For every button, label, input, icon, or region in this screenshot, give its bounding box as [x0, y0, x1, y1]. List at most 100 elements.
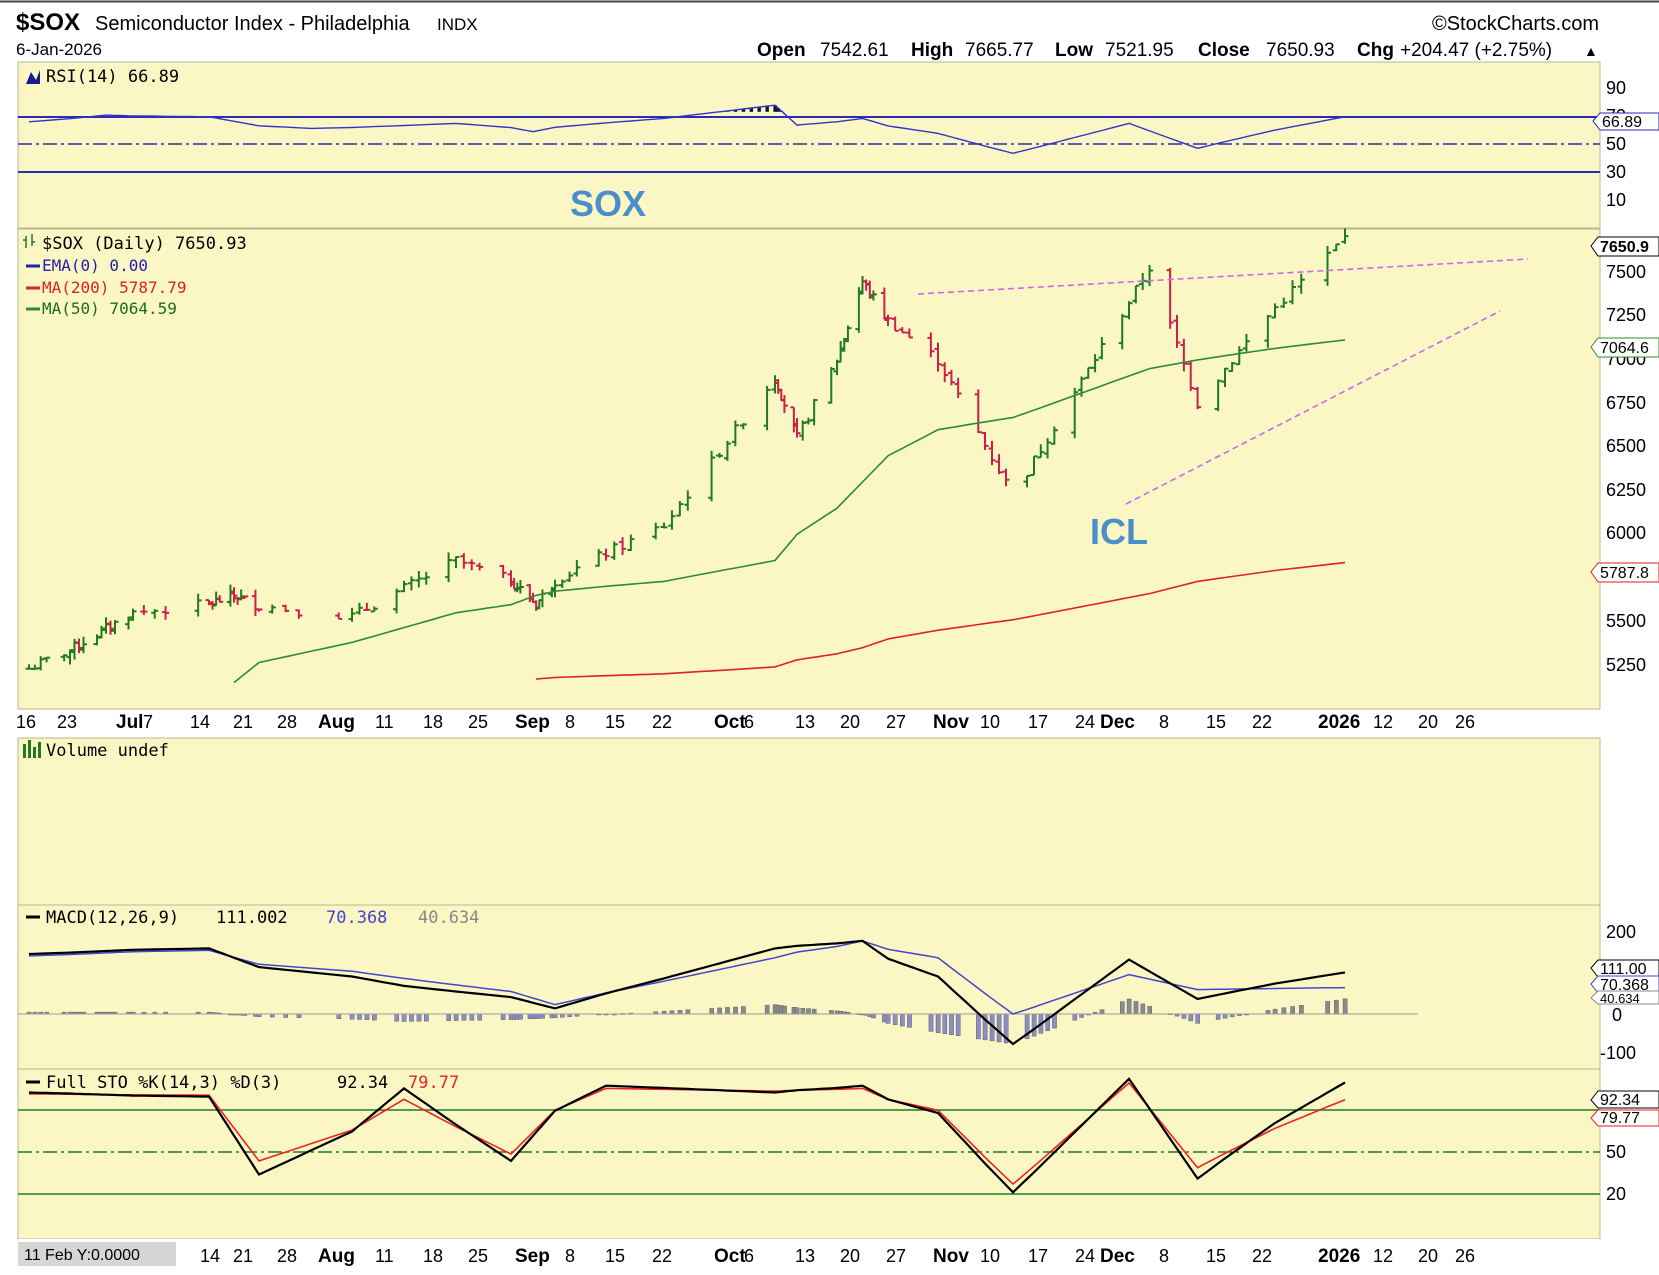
price-bar	[891, 316, 899, 332]
macd-hist-bar	[500, 1013, 506, 1021]
x-axis-label: Dec	[1100, 712, 1135, 733]
price-bar	[1050, 426, 1058, 445]
macd-hist-bar	[1290, 1006, 1295, 1015]
low-label: Low	[1055, 40, 1093, 61]
high-value: 7665.77	[965, 40, 1034, 61]
x-axis-label: 7	[143, 712, 153, 732]
macd-hist-bar	[357, 1013, 362, 1020]
macd-hist-bar	[283, 1013, 289, 1018]
price-bar	[98, 625, 105, 639]
price-bar	[282, 604, 290, 613]
close-value: 7650.93	[1266, 40, 1335, 61]
price-bar	[995, 454, 1003, 475]
macd-hist-bar	[685, 1009, 691, 1015]
price-bar	[869, 290, 877, 301]
x-axis-label: 2026	[1318, 712, 1360, 733]
macd-hist-bar	[552, 1013, 558, 1018]
x-axis-label: 14	[190, 712, 210, 732]
price-bar	[981, 431, 989, 450]
price-bar	[151, 609, 159, 619]
volume-legend-text: Volume undef	[46, 741, 169, 761]
rsi-panel[interactable]	[17, 61, 1601, 229]
ma200-value-tag: 5787.8	[1590, 562, 1659, 583]
sto-legend-label: Full STO %K(14,3) %D(3)	[46, 1073, 281, 1093]
price-bar	[684, 490, 692, 511]
rsi-tick: 10	[1606, 190, 1626, 210]
price-bar	[43, 656, 51, 663]
macd-legend-macd: 111.002	[216, 908, 288, 928]
price-bar	[162, 606, 170, 620]
price-bar	[573, 560, 581, 577]
x-axis-label: 20	[840, 1246, 860, 1266]
open-label: Open	[757, 40, 806, 61]
x-axis-label: 13	[795, 1246, 815, 1266]
macd-hist-bar	[461, 1013, 467, 1021]
x-axis-label: 8	[565, 1246, 575, 1266]
x-axis-label: 27	[886, 1246, 906, 1266]
macd-hist-bar	[806, 1008, 811, 1015]
sto-panel[interactable]	[17, 1068, 1601, 1240]
price-bar	[370, 606, 378, 613]
macd-hist-bar	[942, 1013, 948, 1034]
macd-hist-bar	[336, 1013, 342, 1020]
macd-hist-bar	[349, 1013, 355, 1020]
rsi-tick: 30	[1606, 162, 1626, 182]
macd-panel[interactable]	[17, 904, 1601, 1070]
price-bar	[1084, 366, 1092, 379]
price-bar	[793, 418, 801, 438]
x-axis-label: 18	[423, 712, 443, 732]
rsi-axis: 90 70 50 30 10	[1606, 78, 1626, 210]
price-bar	[348, 607, 356, 622]
macd-hist-bar	[928, 1013, 934, 1032]
x-axis-label: 23	[57, 712, 77, 732]
price-bar	[355, 602, 363, 615]
price-bar	[810, 398, 818, 426]
price-bar	[400, 580, 408, 593]
chart-date: 6-Jan-2026	[16, 40, 102, 59]
ohlc-readout: Open 7542.61 High 7665.77 Low 7521.95 Cl…	[757, 40, 1598, 61]
ticker-symbol: $SOX	[16, 9, 80, 36]
macd-hist-bar	[764, 1004, 770, 1015]
macd-hist-bar	[1215, 1013, 1221, 1020]
price-bar	[660, 522, 668, 529]
volume-panel[interactable]	[17, 737, 1601, 906]
open-value: 7542.61	[820, 40, 889, 61]
macd-hist-bar	[955, 1013, 961, 1036]
index-name: Semiconductor Index - Philadelphia	[95, 13, 411, 35]
x-axis-label: 16	[16, 712, 36, 732]
price-bar	[111, 620, 119, 635]
macd-hist-bar	[1140, 1003, 1146, 1015]
macd-hist-bar	[717, 1007, 722, 1015]
price-bar	[295, 609, 303, 619]
price-legend-main: $SOX (Daily) 7650.93	[42, 234, 247, 254]
macd-hist-bar	[794, 1007, 800, 1015]
macd-legend: MACD(12,26,9) 111.002 70.368 40.634	[26, 908, 479, 928]
macd-hist-bar	[1265, 1010, 1271, 1015]
rsi-overbought-segment	[749, 108, 753, 112]
x-axis-label: 15	[605, 1246, 625, 1266]
x-axis-label: 25	[468, 1246, 488, 1266]
price-bar	[452, 556, 460, 569]
x-axis-label: 8	[1159, 712, 1169, 732]
rsi-reference-lines	[18, 116, 1600, 173]
macd-hist-bar	[401, 1013, 407, 1022]
macd-hist-bar	[800, 1008, 806, 1015]
macd-tick: -100	[1600, 1043, 1636, 1063]
x-axis-label: 24	[1075, 1246, 1095, 1266]
stockcharts-brand[interactable]: ©StockCharts.com	[1432, 13, 1599, 35]
sto-legend-d: 79.77	[408, 1073, 459, 1093]
crosshair-readout: 11 Feb Y:0.0000	[24, 1247, 140, 1264]
x-axis-label: 28	[277, 712, 297, 732]
price-bar	[1125, 301, 1133, 320]
price-tick: 6000	[1606, 523, 1646, 543]
price-panel[interactable]	[17, 228, 1601, 710]
macd-hist-bar	[1079, 1013, 1084, 1018]
price-bar	[1180, 338, 1188, 372]
price-bar	[255, 608, 263, 612]
macd-hist-bar	[871, 1013, 876, 1019]
macd-legend-label: MACD(12,26,9)	[46, 908, 179, 928]
macd-hist-bar	[469, 1013, 475, 1021]
rsi-overbought-segment	[773, 105, 777, 112]
price-bars	[25, 228, 1349, 671]
x-axis-label: 10	[980, 1246, 1000, 1266]
